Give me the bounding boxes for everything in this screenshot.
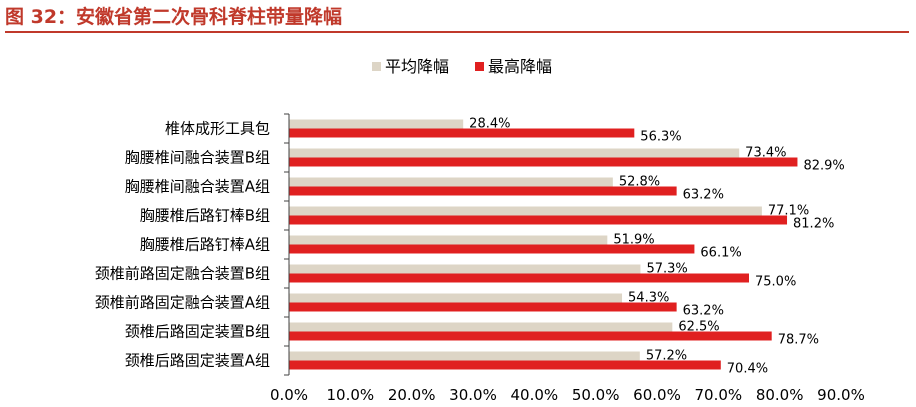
- data-label-max: 63.2%: [683, 188, 724, 203]
- x-tick-label: 90.0%: [817, 386, 865, 404]
- x-tick-label: 10.0%: [327, 386, 375, 404]
- legend: 平均降幅 最高降幅: [372, 57, 552, 76]
- data-label-max: 75.0%: [755, 275, 796, 290]
- data-label-max: 66.1%: [700, 246, 741, 261]
- data-label-avg: 62.5%: [678, 320, 719, 335]
- data-label-avg: 28.4%: [469, 117, 510, 132]
- data-label-avg: 77.1%: [768, 204, 809, 219]
- data-label-avg: 51.9%: [613, 233, 654, 248]
- bar-max: [289, 186, 677, 196]
- x-tick-label: 20.0%: [388, 386, 436, 404]
- bar-avg: [289, 351, 640, 361]
- data-label-avg: 52.8%: [619, 175, 660, 190]
- category-label: 胸腰椎后路钉棒B组: [140, 207, 270, 225]
- x-tick-label: 30.0%: [449, 386, 497, 404]
- x-tick-label: 80.0%: [756, 386, 804, 404]
- category-label: 胸腰椎间融合装置A组: [125, 178, 270, 196]
- bar-avg: [289, 322, 673, 332]
- data-label-max: 78.7%: [778, 333, 819, 348]
- data-label-max: 82.9%: [803, 159, 844, 174]
- bar-avg: [289, 264, 641, 274]
- bar-avg: [289, 119, 464, 129]
- category-label: 颈椎前路固定融合装置A组: [95, 294, 270, 312]
- x-tick-label: 50.0%: [572, 386, 620, 404]
- bar-avg: [289, 177, 613, 187]
- category-label: 颈椎后路固定装置B组: [125, 323, 270, 341]
- bar-max: [289, 273, 749, 283]
- bar-max: [289, 302, 677, 312]
- data-label-max: 56.3%: [640, 130, 681, 145]
- legend-swatch-1: [475, 62, 484, 71]
- x-tick-label: 70.0%: [695, 386, 743, 404]
- data-label-avg: 73.4%: [745, 146, 786, 161]
- bar-group: [289, 119, 798, 370]
- category-label: 颈椎后路固定装置A组: [125, 352, 270, 370]
- bar-max: [289, 331, 772, 341]
- legend-label-0: 平均降幅: [385, 57, 449, 76]
- x-tick-label: 40.0%: [511, 386, 559, 404]
- category-label: 椎体成形工具包: [165, 120, 270, 138]
- bar-avg: [289, 293, 623, 303]
- bar-max: [289, 157, 798, 167]
- bar-max: [289, 244, 695, 254]
- bar-max: [289, 360, 721, 370]
- bar-avg: [289, 148, 740, 158]
- bar-avg: [289, 235, 608, 245]
- legend-label-1: 最高降幅: [488, 57, 552, 76]
- axis-group: 0.0% 10.0% 20.0% 30.0% 40.0% 50.0% 60.0% 70.0% 8…: [270, 113, 865, 404]
- title-underline: [5, 31, 909, 33]
- legend-swatch-0: [372, 62, 381, 71]
- data-label-group: 椎体成形工具包 28.4% 56.3% 胸腰椎间融合装置B组 73.4% 82.9% 胸腰椎…: [95, 117, 845, 377]
- bar-max: [289, 215, 788, 225]
- x-tick-label: 0.0%: [270, 386, 308, 404]
- figure-title: 图 32：安徽省第二次骨科脊柱带量降幅: [5, 6, 343, 28]
- data-label-max: 81.2%: [793, 217, 834, 232]
- data-label-avg: 54.3%: [628, 291, 669, 306]
- data-label-avg: 57.3%: [646, 262, 687, 277]
- bar-avg: [289, 206, 762, 216]
- data-label-max: 63.2%: [683, 304, 724, 319]
- category-label: 颈椎前路固定融合装置B组: [95, 265, 270, 283]
- data-label-avg: 57.2%: [646, 349, 687, 364]
- data-label-max: 70.4%: [727, 362, 768, 377]
- x-tick-label: 60.0%: [633, 386, 681, 404]
- bar-max: [289, 128, 635, 138]
- category-label: 胸腰椎间融合装置B组: [125, 149, 270, 167]
- category-label: 胸腰椎后路钉棒A组: [140, 236, 270, 254]
